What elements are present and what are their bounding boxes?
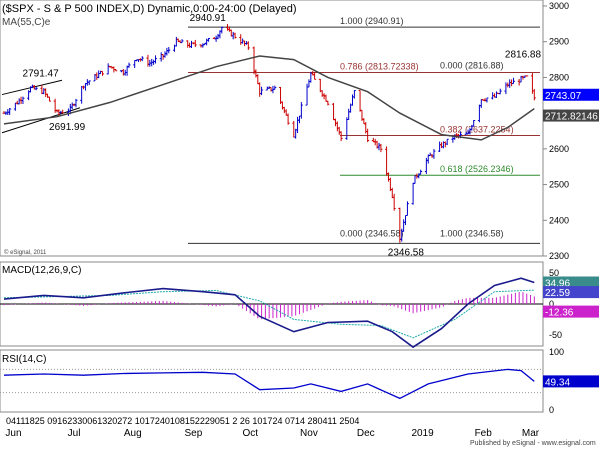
macd-title: MACD(12,26,9,C) [2,265,81,276]
month-label: Mar [522,428,540,439]
fib-label: 0.786 (2813.72338) [340,62,419,72]
month-label: 2019 [411,428,434,439]
price-panel: 1.000 (2940.91) 0.786 (2813.72338) 0.000 (… [0,0,544,258]
price-annotations: 2940.91 2791.47 2691.99 2816.88 2346.58 [23,13,542,258]
x-axis: 04111825 09162330061320272 1017240108152… [5,416,539,439]
rsi-y-tick-label: 0 [549,405,554,415]
ma-legend: MA(55,C)e [2,17,51,28]
macd-y-axis: 50 0 -50 [549,268,562,340]
price-annotation: 2816.88 [505,49,542,60]
price-y-tick-label: 2500 [549,180,569,190]
macd-histogram [3,291,535,320]
month-label: Feb [475,428,493,439]
rsi-y-tick-label: 100 [549,347,564,357]
price-y-tick-label: 2900 [549,37,569,47]
macd-y-tick-label: 50 [549,268,559,278]
value-tag-box [543,305,599,318]
chart-title: ($SPX - S & P 500 INDEX,D) Dynamic,0:00-… [2,3,296,15]
value-tag: 2743.07 [545,91,582,102]
fib-label: 0.618 (2526.2346) [440,164,514,174]
month-label: Oct [242,428,258,439]
rsi-tags: 49.34 [543,375,599,388]
price-y-tick-label: 2800 [549,72,569,82]
price-y-tick-label: 2600 [549,144,569,154]
value-tag: 22.59 [545,288,570,299]
value-tag-box [543,375,599,388]
value-tag: 34.96 [545,278,570,289]
value-tag-box [543,276,599,289]
month-label: Dec [357,428,375,439]
fib-levels: 1.000 (2940.91) 0.786 (2813.72338) 0.000 (… [1,16,540,244]
price-panel-frame [0,0,544,257]
fib-label: 0.382 (2637.2254) [440,125,514,135]
value-tag-box [543,286,599,299]
month-label: Nov [300,428,318,439]
macd-panel: MACD(12,26,9,C) [0,261,544,349]
month-label: Aug [124,428,142,439]
rsi-panel: RSI(14,C) [0,349,544,413]
rsi-line [3,368,535,400]
macd-line [3,277,535,349]
price-y-tick-label: 2300 [549,251,569,261]
value-tag: 2712.82146 [545,112,598,123]
rsi-guides [0,368,543,394]
value-tag-box [543,88,599,101]
price-tags: 2743.07 2712.82146 [543,88,599,123]
month-label: Sep [185,428,203,439]
price-annotation: 2791.47 [23,68,60,79]
macd-y-tick-label: -50 [549,330,562,340]
trendline-lower [1,107,81,134]
rsi-title: RSI(14,C) [2,354,46,365]
price-annotation: 2346.58 [388,247,425,258]
macd-signal-line [3,289,535,339]
fib-label: 0.000 (2816.88) [440,60,504,70]
month-label: Jun [5,428,21,439]
ma-line [3,55,535,141]
published-credit: Published by eSignal - www.esignal.com [470,440,596,447]
fib-label: 0.000 (2346.58) [340,228,404,238]
macd-y-tick-label: 0 [549,299,554,309]
value-tag: 49.34 [545,377,570,388]
rsi-panel-frame [0,349,544,413]
esignal-credit: © eSignal, 2011 [4,249,47,256]
fib-label: 1.000 (2940.91) [340,16,404,26]
price-annotation: 2691.99 [49,122,86,133]
month-label: Jul [68,428,81,439]
price-bars [2,24,536,243]
fib-label: 1.000 (2346.58) [440,228,504,238]
month-labels: Jun Jul Aug Sep Oct Nov Dec 2019 Feb Mar [5,428,539,439]
x-tick-labels: 04111825 09162330061320272 1017240108152… [6,416,359,426]
price-y-tick-label: 3000 [549,1,569,11]
value-tag-box [543,109,599,122]
price-y-tick-label: 2400 [549,215,569,225]
price-annotation: 2940.91 [190,13,227,24]
value-tag: -12.36 [545,308,574,319]
